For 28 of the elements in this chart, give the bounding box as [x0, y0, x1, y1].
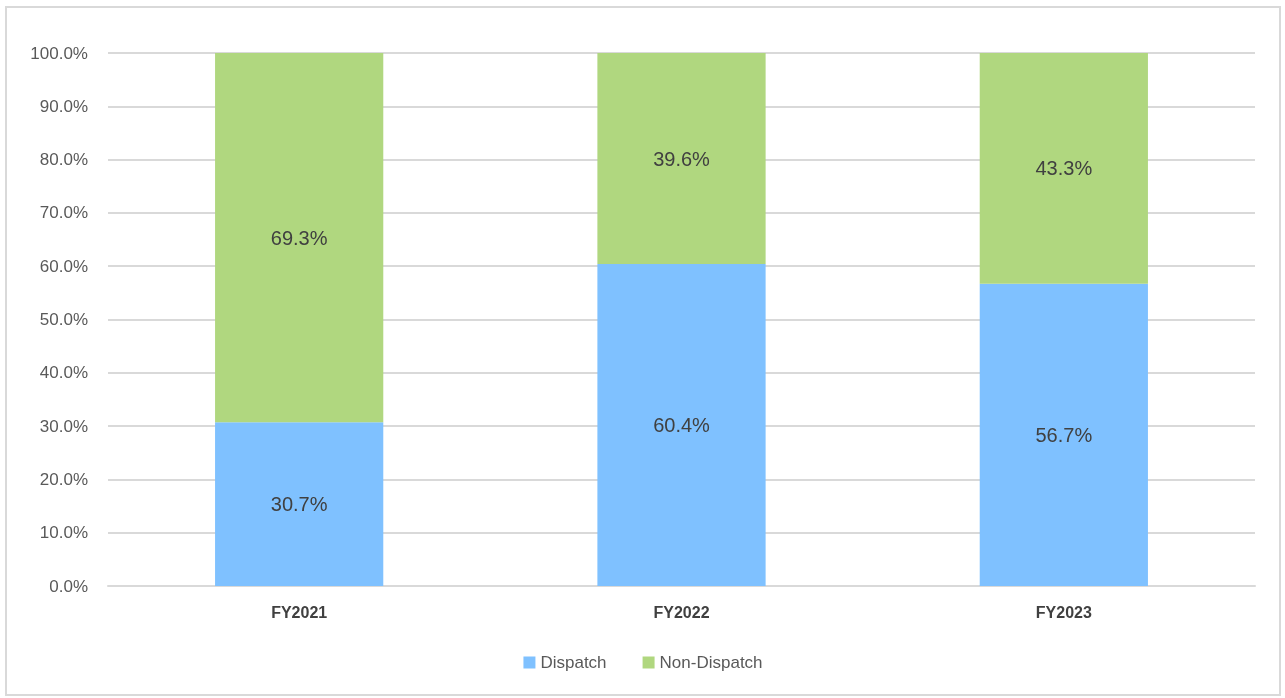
- bar: [597, 264, 766, 586]
- y-tick-label: 50.0%: [39, 310, 88, 329]
- x-tick-label: FY2022: [653, 603, 710, 621]
- y-tick-label: 60.0%: [39, 256, 88, 276]
- data-label: 39.6%: [653, 147, 711, 170]
- x-tick-label: FY2023: [1035, 603, 1092, 621]
- bar: [979, 283, 1148, 586]
- y-tick-label: 10.0%: [39, 523, 88, 543]
- y-tick-label: 80.0%: [39, 150, 88, 170]
- y-tick-label: 90.0%: [39, 96, 88, 116]
- bar: [597, 53, 766, 265]
- legend-label: Dispatch: [540, 653, 607, 672]
- bar: [215, 53, 384, 423]
- x-tick-label: FY2021: [271, 603, 328, 621]
- y-tick-label: 30.0%: [39, 416, 88, 436]
- y-tick-label: 40.0%: [39, 363, 88, 383]
- legend-label: Non-Dispatch: [659, 653, 763, 672]
- data-label: 30.7%: [270, 493, 328, 516]
- y-tick-label: 100.0%: [30, 43, 88, 63]
- bar: [215, 422, 384, 586]
- data-label: 56.7%: [1035, 423, 1093, 446]
- y-tick-label: 0.0%: [49, 576, 88, 596]
- y-tick-label: 20.0%: [39, 469, 88, 489]
- bar: [979, 53, 1148, 284]
- data-label: 43.3%: [1035, 157, 1093, 180]
- data-label: 69.3%: [270, 226, 328, 249]
- y-tick-label: 70.0%: [39, 203, 88, 223]
- data-label: 60.4%: [653, 414, 711, 437]
